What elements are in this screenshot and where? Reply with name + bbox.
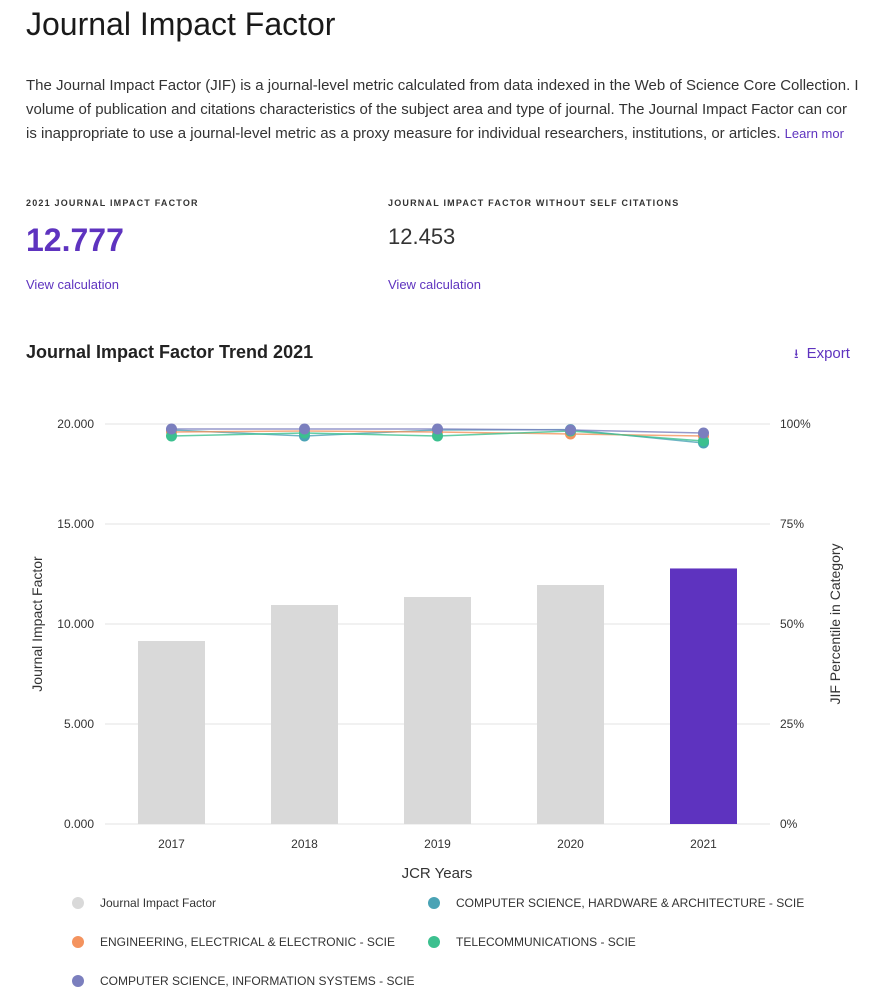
legend-item[interactable]: COMPUTER SCIENCE, INFORMATION SYSTEMS - … — [72, 974, 414, 988]
x-tick-label: 2020 — [557, 837, 584, 851]
x-tick-label: 2018 — [291, 837, 318, 851]
legend-dot-icon — [72, 897, 84, 909]
view-calculation-link[interactable]: View calculation — [26, 277, 119, 292]
legend-item[interactable]: COMPUTER SCIENCE, HARDWARE & ARCHITECTUR… — [428, 896, 804, 910]
jif-label: 2021 JOURNAL IMPACT FACTOR — [26, 198, 199, 208]
legend-dot-icon — [428, 936, 440, 948]
legend-label: COMPUTER SCIENCE, HARDWARE & ARCHITECTUR… — [456, 896, 805, 910]
y-tick-label: 5.000 — [64, 717, 94, 731]
legend-label: ENGINEERING, ELECTRICAL & ELECTRONIC - S… — [100, 935, 395, 949]
y2-tick-label: 100% — [780, 417, 811, 431]
x-axis-label: JCR Years — [402, 865, 473, 882]
y2-tick-label: 25% — [780, 717, 804, 731]
chart-title: Journal Impact Factor Trend 2021 — [26, 342, 314, 362]
y2-tick-label: 50% — [780, 617, 804, 631]
y-tick-label: 20.000 — [57, 417, 94, 431]
point — [698, 427, 709, 439]
bar-2017 — [138, 641, 205, 824]
point — [299, 423, 310, 435]
legend-item[interactable]: ENGINEERING, ELECTRICAL & ELECTRONIC - S… — [72, 935, 395, 949]
y2-tick-label: 0% — [780, 817, 798, 831]
point — [698, 435, 709, 447]
point — [432, 423, 443, 435]
description-line: The Journal Impact Factor (JIF) is a jou… — [26, 77, 859, 94]
x-tick-label: 2021 — [690, 837, 717, 851]
y-axis-label: Journal Impact Factor — [29, 556, 45, 692]
y-tick-label: 10.000 — [57, 617, 94, 631]
description-line: is inappropriate to use a journal-level … — [26, 125, 785, 142]
x-tick-label: 2017 — [158, 837, 185, 851]
legend-dot-icon — [428, 897, 440, 909]
bar-2018 — [271, 605, 338, 824]
legend-label: COMPUTER SCIENCE, INFORMATION SYSTEMS - … — [100, 974, 415, 988]
jif-no-self-label: JOURNAL IMPACT FACTOR WITHOUT SELF CITAT… — [388, 198, 680, 208]
description: The Journal Impact Factor (JIF) is a jou… — [26, 74, 874, 146]
legend-label: Journal Impact Factor — [100, 896, 217, 910]
description-line: volume of publication and citations char… — [26, 101, 847, 118]
point — [565, 424, 576, 436]
legend-label: TELECOMMUNICATIONS - SCIE — [456, 935, 636, 949]
download-icon: ⭳ — [794, 346, 799, 361]
jif-no-self-value: 12.453 — [388, 224, 456, 249]
bar-2021 — [670, 568, 737, 824]
legend-dot-icon — [72, 975, 84, 987]
legend-dot-icon — [72, 936, 84, 948]
y-tick-label: 0.000 — [64, 817, 94, 831]
point — [166, 423, 177, 435]
y-tick-label: 15.000 — [57, 517, 94, 531]
y2-tick-label: 75% — [780, 517, 804, 531]
x-tick-label: 2019 — [424, 837, 451, 851]
y2-axis-label: JIF Percentile in Category — [827, 543, 843, 704]
bar-2020 — [537, 585, 604, 824]
bar-2019 — [404, 597, 471, 824]
legend-item[interactable]: Journal Impact Factor — [72, 896, 216, 910]
export-button[interactable]: ⭳ Export — [794, 345, 850, 362]
legend-item[interactable]: TELECOMMUNICATIONS - SCIE — [428, 935, 636, 949]
page-title: Journal Impact Factor — [26, 6, 336, 42]
view-calculation-link-2[interactable]: View calculation — [388, 277, 481, 292]
jif-value: 12.777 — [26, 222, 124, 258]
learn-more-link[interactable]: Learn mor — [784, 126, 844, 141]
